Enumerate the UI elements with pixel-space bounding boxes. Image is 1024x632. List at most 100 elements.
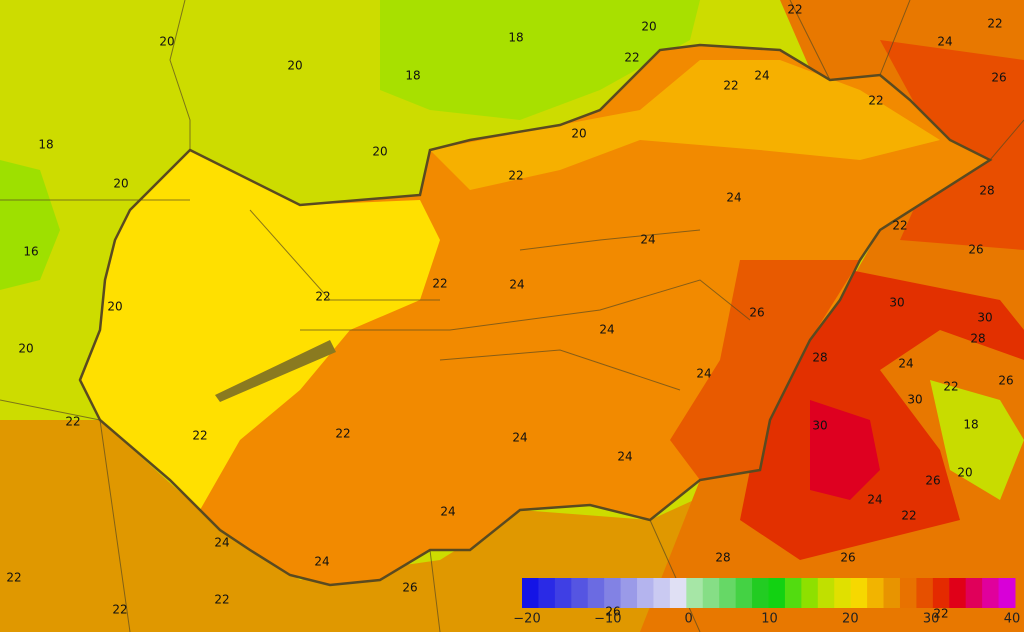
contour-label: 18: [38, 138, 53, 152]
colorbar-swatch: [604, 578, 622, 608]
colorbar-swatch: [817, 578, 835, 608]
contour-label: 24: [754, 69, 769, 83]
contour-label: 30: [812, 419, 827, 433]
contour-labels: 20 20 18 20 22 22 24 22 18 26 24 22 22 18 20 20 20 22 28 24…: [6, 3, 1013, 621]
colorbar-swatch: [899, 578, 917, 608]
colorbar: −20 −10 0 10 20 30 40: [513, 578, 1020, 627]
colorbar-tick-label: 10: [761, 612, 778, 627]
contour-label: 24: [726, 191, 741, 205]
colorbar-swatch: [982, 578, 1000, 608]
colorbar-swatch: [916, 578, 934, 608]
contour-label: 24: [440, 505, 455, 519]
contour-label: 20: [571, 127, 586, 141]
hot-zone: [670, 260, 860, 480]
colorbar-swatch: [850, 578, 868, 608]
colorbar-swatch: [571, 578, 589, 608]
colorbar-tick-label: 30: [923, 612, 940, 627]
contour-label: 22: [868, 94, 883, 108]
contour-label: 26: [605, 605, 620, 619]
colorbar-swatch: [834, 578, 852, 608]
contour-label: 22: [315, 290, 330, 304]
colorbar-swatch: [620, 578, 638, 608]
colorbar-swatch: [949, 578, 967, 608]
contour-label: 20: [957, 466, 972, 480]
contour-label: 22: [335, 427, 350, 441]
cool-region: [930, 380, 1024, 500]
contour-label: 30: [889, 296, 904, 310]
contour-label: 20: [641, 20, 656, 34]
colorbar-swatch: [801, 578, 819, 608]
contour-label: 26: [925, 474, 940, 488]
mild-zone: [430, 60, 940, 190]
colorbar-swatch: [587, 578, 605, 608]
contour-label: 22: [214, 593, 229, 607]
contour-label: 24: [867, 493, 882, 507]
contour-label: 20: [159, 35, 174, 49]
contour-label: 30: [907, 393, 922, 407]
contour-label: 22: [892, 219, 907, 233]
colorbar-swatch: [669, 578, 687, 608]
contour-label: 22: [933, 607, 948, 621]
contour-label: 24: [214, 536, 229, 550]
contour-label: 26: [968, 243, 983, 257]
contour-label: 22: [987, 17, 1002, 31]
colorbar-tick-label: 20: [842, 612, 859, 627]
cool-region: [380, 0, 700, 120]
contour-label: 20: [107, 300, 122, 314]
colorbar-swatch: [653, 578, 671, 608]
contour-label: 24: [898, 357, 913, 371]
contour-label: 24: [617, 450, 632, 464]
contour-label: 22: [6, 571, 21, 585]
contour-label: 18: [508, 31, 523, 45]
contour-label: 24: [512, 431, 527, 445]
contour-label: 20: [113, 177, 128, 191]
contour-label: 26: [991, 71, 1006, 85]
contour-label: 16: [23, 245, 38, 259]
contour-label: 22: [432, 277, 447, 291]
hot-core: [810, 400, 880, 500]
contour-label: 22: [192, 429, 207, 443]
contour-label: 22: [943, 380, 958, 394]
contour-label: 20: [372, 145, 387, 159]
contour-label: 24: [599, 323, 614, 337]
contour-label: 28: [970, 332, 985, 346]
contour-label: 24: [696, 367, 711, 381]
contour-label: 22: [624, 51, 639, 65]
contour-label: 30: [977, 311, 992, 325]
contour-label: 18: [963, 418, 978, 432]
contour-label: 22: [723, 79, 738, 93]
colorbar-swatch: [784, 578, 802, 608]
contour-label: 20: [18, 342, 33, 356]
colorbar-tick-label: −10: [594, 612, 621, 627]
contour-label: 24: [509, 278, 524, 292]
colorbar-swatch: [768, 578, 786, 608]
colorbar-swatch: [735, 578, 753, 608]
contour-label: 24: [937, 35, 952, 49]
contour-label: 22: [901, 509, 916, 523]
contour-label: 20: [287, 59, 302, 73]
contour-label: 22: [787, 3, 802, 17]
colorbar-tick-label: 0: [685, 612, 693, 627]
cool-region: [0, 160, 60, 290]
colorbar-swatch: [883, 578, 901, 608]
colorbar-swatch: [752, 578, 769, 608]
lake: [215, 340, 336, 402]
cool-zone: [80, 150, 440, 510]
colorbar-swatch: [686, 578, 704, 608]
colorbar-tick-label: 40: [1004, 612, 1021, 627]
contour-label: 26: [749, 306, 764, 320]
colorbar-swatch: [965, 578, 983, 608]
contour-label: 26: [402, 581, 417, 595]
colorbar-swatch: [538, 578, 556, 608]
colorbar-swatch: [522, 578, 539, 608]
colorbar-swatch: [637, 578, 654, 608]
colorbar-swatch: [998, 578, 1016, 608]
contour-label: 18: [405, 69, 420, 83]
contour-label: 22: [65, 415, 80, 429]
colorbar-swatch: [932, 578, 950, 608]
contour-label: 24: [640, 233, 655, 247]
colorbar-swatch: [702, 578, 720, 608]
contour-label: 26: [840, 551, 855, 565]
